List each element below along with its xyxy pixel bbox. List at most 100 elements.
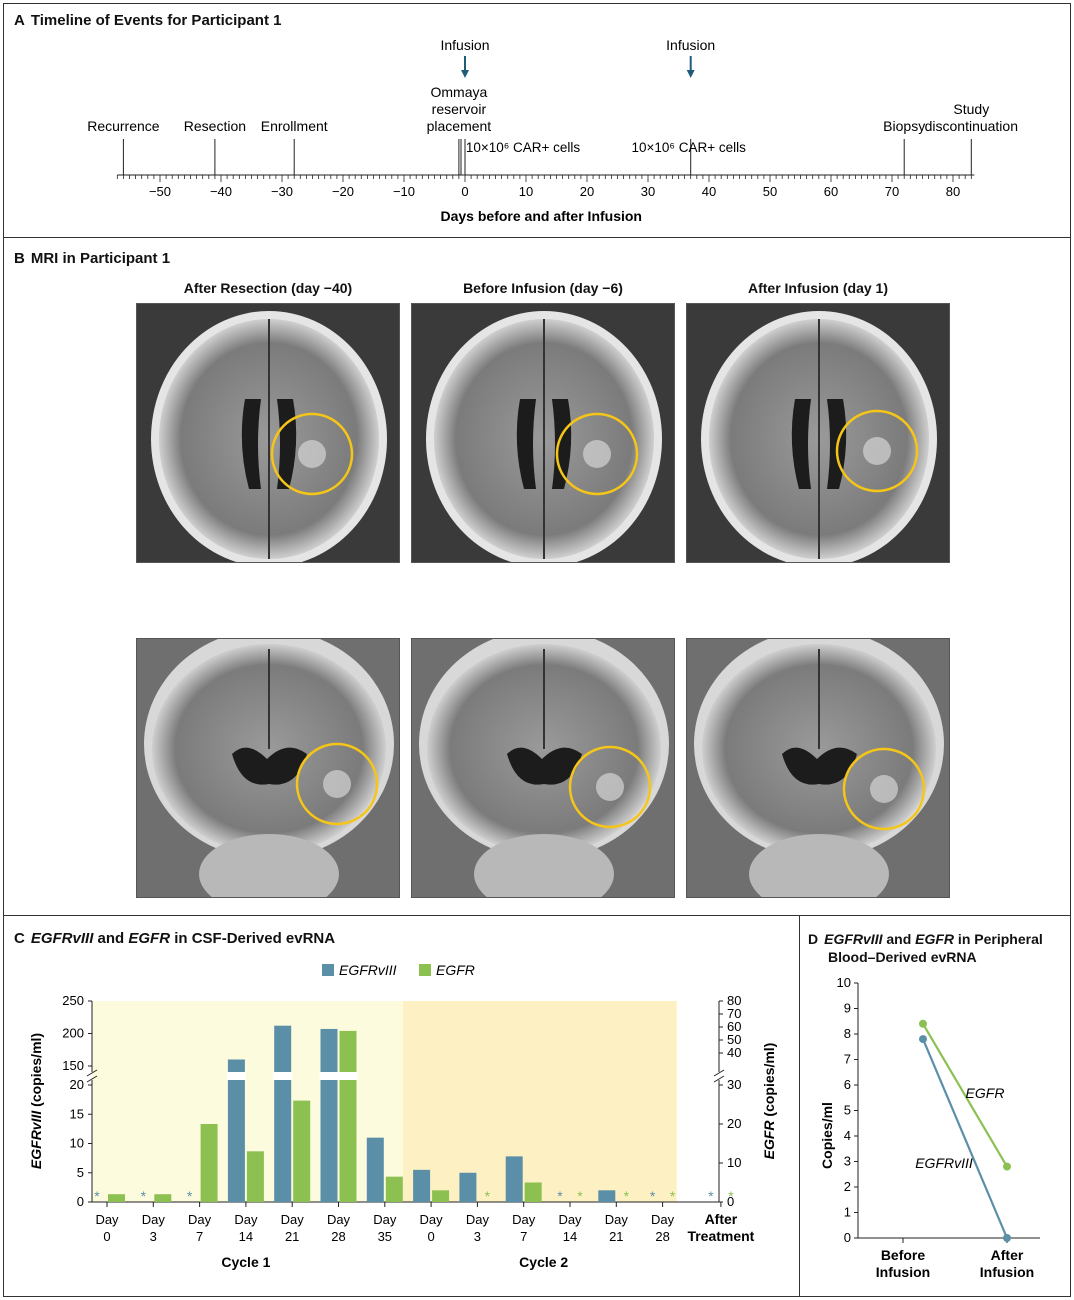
lesion-highlight-circle [835, 409, 919, 493]
timeline-event-label: Ommaya [431, 84, 488, 100]
ventricle-right [277, 399, 297, 489]
bar-egfr-break-gap [338, 1072, 358, 1080]
right-axis-title-gene: EGFR [761, 1120, 777, 1160]
panel-a-title-text: Timeline of Events for Participant 1 [30, 12, 282, 29]
panel-b-mri: B MRI in Participant 1 After Resection (d… [3, 237, 1071, 916]
bar-egfrviii-break-gap [226, 1072, 246, 1080]
right-tick-label: 40 [727, 1045, 741, 1060]
brain-scan-graphic [687, 639, 949, 897]
below-detection-marker-egfrviii: * [141, 1188, 147, 1204]
d-series-line-egfr [922, 1023, 1008, 1168]
x-category-label: 21 [285, 1229, 299, 1244]
right-axis-title-unit: (copies/ml) [761, 1043, 777, 1121]
bar-egfr [432, 1190, 450, 1202]
mri-column-title-3: After Infusion (day 1) [747, 280, 888, 296]
right-axis-break-icon [713, 1069, 725, 1083]
d-y-tick-label: 3 [844, 1154, 851, 1169]
timeline-tick-label: −50 [149, 184, 171, 199]
timeline-tick-label: 50 [763, 184, 777, 199]
bar-egfr [524, 1182, 542, 1202]
d-y-tick-label: 5 [844, 1103, 851, 1118]
x-category-label: Day [234, 1212, 258, 1227]
mri-column-title-1: After Resection (day −40) [183, 280, 353, 296]
below-detection-marker-egfr: * [670, 1188, 676, 1204]
x-category-label: Day [281, 1212, 305, 1227]
mri-scan-image [411, 303, 675, 563]
panel-c-title-rest: in CSF-Derived evRNA [170, 930, 336, 947]
right-tick-label: 30 [727, 1077, 741, 1092]
lesion-highlight-circle [295, 742, 379, 826]
left-axis-title: EGFRvIII (copies/ml) [28, 1033, 44, 1169]
d-y-tick-label: 4 [844, 1128, 851, 1143]
d-y-tick-label: 8 [844, 1026, 851, 1041]
panel-b-title: B MRI in Participant 1 [14, 250, 170, 267]
d-series-label-egfrviii: EGFRvIII [915, 1155, 973, 1171]
timeline-tick-label: 80 [946, 184, 960, 199]
d-x-category-label: Before [881, 1247, 926, 1263]
x-category-label: Treatment [687, 1228, 754, 1244]
right-tick-label: 70 [727, 1006, 741, 1021]
panel-d-title-line2: Blood–Derived evRNA [828, 949, 977, 965]
bar-egfrviii-break-gap [319, 1072, 339, 1080]
timeline-event-label: Enrollment [261, 118, 328, 134]
ventricles [232, 747, 307, 785]
mri-scan-image [136, 303, 400, 563]
below-detection-marker-egfr: * [577, 1188, 583, 1204]
panel-c-title-gene2: EGFR [128, 930, 171, 947]
blood-line-chart: 012345678910Copies/mlBeforeInfusionAfter… [819, 975, 1040, 1280]
infusion-dose-label: 10×10⁶ CAR+ cells [632, 140, 747, 155]
lesion-enhancement [870, 775, 898, 803]
panel-b-title-text: MRI in Participant 1 [30, 250, 171, 267]
right-tick-label: 0 [727, 1194, 734, 1209]
d-y-tick-label: 7 [844, 1052, 851, 1067]
brain-scan-graphic [426, 311, 662, 562]
left-tick-label: 15 [70, 1106, 84, 1121]
brain-scan-graphic [151, 311, 387, 562]
cycle1-label: Cycle 1 [221, 1254, 270, 1270]
x-category-label: 3 [150, 1229, 157, 1244]
lesion-enhancement [323, 770, 351, 798]
panel-d-title-rest: in Peripheral [954, 931, 1043, 947]
mri-scan-image [136, 638, 400, 898]
timeline-tick-label: 30 [641, 184, 655, 199]
mri-scan-image [686, 303, 950, 563]
d-x-category-label: Infusion [980, 1264, 1034, 1280]
x-category-label: Day [327, 1212, 351, 1227]
bar-egfr [293, 1100, 311, 1202]
left-tick-label: 200 [62, 1026, 84, 1041]
x-category-label: Day [466, 1212, 490, 1227]
ventricle-left [516, 399, 536, 489]
timeline-tick-label: 10 [519, 184, 533, 199]
legend-label-egfrviii: EGFRvIII [339, 962, 397, 978]
legend-swatch-egfrviii [322, 964, 334, 976]
lesion-enhancement [596, 773, 624, 801]
below-detection-marker-egfrviii: * [708, 1188, 714, 1204]
x-category-label: 14 [239, 1229, 253, 1244]
bar-egfrviii-break-gap [273, 1072, 293, 1080]
timeline-event-label: Resection [184, 118, 246, 134]
lesion-highlight-circle [555, 412, 639, 496]
bar-egfr [385, 1176, 403, 1202]
bar-egfr [154, 1194, 172, 1202]
x-category-label: 28 [331, 1229, 345, 1244]
d-point-egfrviii [919, 1035, 927, 1044]
left-tick-label: 150 [62, 1058, 84, 1073]
infusion-arrow-head-icon [461, 70, 469, 78]
left-tick-label: 5 [77, 1165, 84, 1180]
bar-egfrviii [459, 1172, 477, 1202]
panel-d-title-and: and [882, 931, 916, 947]
panel-d-title: D EGFRvIII and EGFR in Peripheral Blood–D… [808, 930, 1066, 966]
x-category-label: Day [373, 1212, 397, 1227]
ventricles [782, 747, 857, 785]
panel-a-title: A Timeline of Events for Participant 1 [14, 12, 281, 29]
timeline-tick-label: −10 [393, 184, 415, 199]
bar-egfr [246, 1151, 264, 1202]
legend-swatch-egfr [419, 964, 431, 976]
x-category-label: 35 [378, 1229, 392, 1244]
x-category-label: Day [605, 1212, 629, 1227]
right-tick-label: 10 [727, 1155, 741, 1170]
timeline-tick-label: 20 [580, 184, 594, 199]
x-category-label: Day [95, 1212, 119, 1227]
lesion-enhancement [863, 437, 891, 465]
d-x-category-label: After [991, 1247, 1024, 1263]
